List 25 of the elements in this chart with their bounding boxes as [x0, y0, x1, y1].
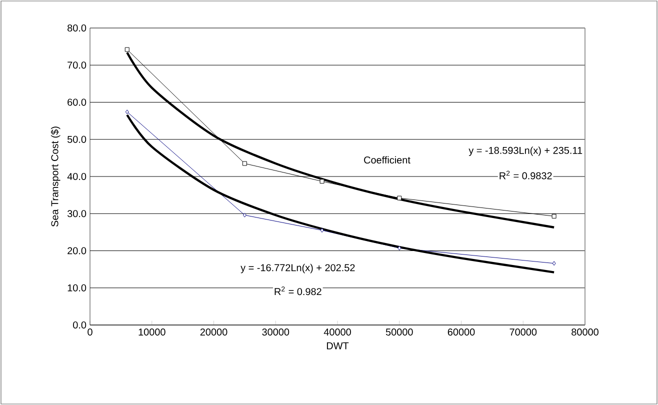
y-axis-title: Sea Transport Cost ($) [50, 126, 60, 227]
y-tick-label: 20.0 [68, 247, 86, 254]
annotation: y = -18.593Ln(x) + 235.11 [468, 146, 582, 156]
y-tick-label: 40.0 [67, 172, 86, 180]
y-tick-label: 10.0 [68, 284, 86, 292]
x-tick-label: 10000 [138, 328, 166, 336]
y-tick-label: 80.0 [68, 24, 86, 32]
x-tick-label: 40000 [324, 328, 351, 336]
annotation: y = -16.772Ln(x) + 202.52 [240, 264, 355, 274]
y-tick-label: 0.0 [73, 321, 86, 329]
y-tick-label: 30.0 [67, 210, 86, 218]
x-tick-label: 20000 [200, 328, 228, 336]
x-tick-label: 80000 [572, 328, 598, 336]
y-tick-label: 70.0 [68, 62, 86, 69]
x-tick-label: 50000 [386, 328, 413, 336]
x-tick-label: 0 [88, 328, 92, 336]
y-tick-label: 50.0 [67, 136, 86, 143]
y-tick-label: 60.0 [68, 98, 86, 106]
annotation: Coefficient [364, 156, 410, 164]
annotation: R$^{2}$ = 0.982 [274, 286, 322, 296]
annotation: R$^{2}$ = 0.9832 [500, 170, 552, 180]
x-tick-label: 60000 [448, 328, 475, 336]
x-tick-label: 70000 [510, 328, 537, 336]
x-axis-title: DWT [326, 342, 349, 350]
x-tick-label: 30000 [262, 328, 290, 336]
